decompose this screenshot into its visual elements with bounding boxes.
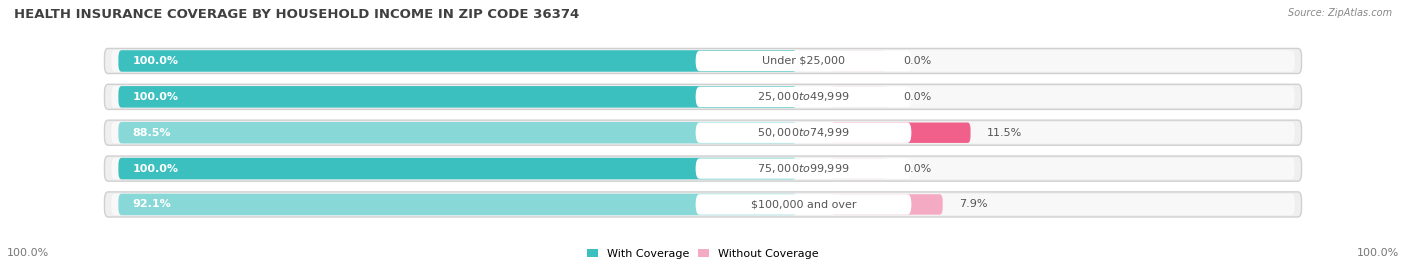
Text: 100.0%: 100.0% bbox=[132, 56, 179, 66]
FancyBboxPatch shape bbox=[831, 51, 887, 71]
Text: 0.0%: 0.0% bbox=[904, 164, 932, 174]
FancyBboxPatch shape bbox=[111, 122, 1295, 143]
FancyBboxPatch shape bbox=[118, 158, 797, 179]
Text: 7.9%: 7.9% bbox=[959, 199, 988, 210]
FancyBboxPatch shape bbox=[696, 51, 911, 71]
Text: 11.5%: 11.5% bbox=[987, 128, 1022, 138]
FancyBboxPatch shape bbox=[111, 86, 1295, 108]
Text: 0.0%: 0.0% bbox=[904, 92, 932, 102]
Text: 88.5%: 88.5% bbox=[132, 128, 170, 138]
FancyBboxPatch shape bbox=[831, 122, 970, 143]
FancyBboxPatch shape bbox=[104, 84, 1302, 109]
FancyBboxPatch shape bbox=[831, 194, 942, 215]
Text: Under $25,000: Under $25,000 bbox=[762, 56, 845, 66]
Text: 92.1%: 92.1% bbox=[132, 199, 172, 210]
Legend: With Coverage, Without Coverage: With Coverage, Without Coverage bbox=[582, 245, 824, 263]
Text: $25,000 to $49,999: $25,000 to $49,999 bbox=[758, 90, 849, 103]
Text: Source: ZipAtlas.com: Source: ZipAtlas.com bbox=[1288, 8, 1392, 18]
Text: $100,000 and over: $100,000 and over bbox=[751, 199, 856, 210]
Text: 100.0%: 100.0% bbox=[132, 164, 179, 174]
FancyBboxPatch shape bbox=[111, 194, 1295, 215]
Text: 100.0%: 100.0% bbox=[132, 92, 179, 102]
Text: 100.0%: 100.0% bbox=[7, 248, 49, 258]
FancyBboxPatch shape bbox=[696, 158, 911, 179]
FancyBboxPatch shape bbox=[111, 158, 1295, 179]
Text: 100.0%: 100.0% bbox=[1357, 248, 1399, 258]
FancyBboxPatch shape bbox=[831, 158, 887, 179]
Text: 0.0%: 0.0% bbox=[904, 56, 932, 66]
Text: $75,000 to $99,999: $75,000 to $99,999 bbox=[758, 162, 849, 175]
FancyBboxPatch shape bbox=[118, 122, 797, 143]
FancyBboxPatch shape bbox=[696, 194, 911, 215]
FancyBboxPatch shape bbox=[118, 86, 797, 108]
Text: $50,000 to $74,999: $50,000 to $74,999 bbox=[758, 126, 849, 139]
FancyBboxPatch shape bbox=[118, 50, 797, 72]
FancyBboxPatch shape bbox=[111, 50, 1295, 72]
FancyBboxPatch shape bbox=[104, 120, 1302, 145]
FancyBboxPatch shape bbox=[104, 156, 1302, 181]
FancyBboxPatch shape bbox=[696, 87, 911, 107]
FancyBboxPatch shape bbox=[831, 87, 887, 107]
FancyBboxPatch shape bbox=[118, 194, 797, 215]
FancyBboxPatch shape bbox=[696, 122, 911, 143]
FancyBboxPatch shape bbox=[104, 192, 1302, 217]
FancyBboxPatch shape bbox=[104, 48, 1302, 73]
Text: HEALTH INSURANCE COVERAGE BY HOUSEHOLD INCOME IN ZIP CODE 36374: HEALTH INSURANCE COVERAGE BY HOUSEHOLD I… bbox=[14, 8, 579, 21]
